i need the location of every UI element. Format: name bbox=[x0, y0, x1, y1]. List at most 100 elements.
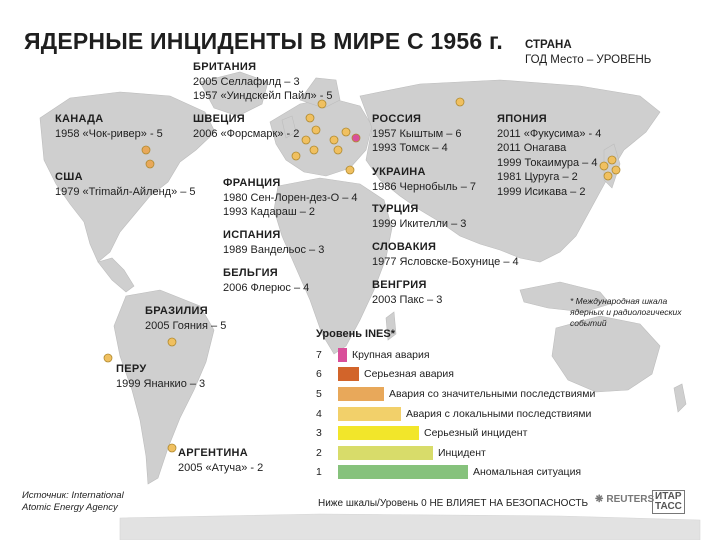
incident-row: 2005 «Атуча» - 2 bbox=[178, 461, 264, 474]
ines-level-label: Авария со значительными последствиями bbox=[389, 387, 596, 400]
ines-level-label: Крупная авария bbox=[352, 348, 430, 361]
incident-row: 1993 Томск – 4 bbox=[372, 142, 448, 154]
tass-bottom: ТАСС bbox=[655, 501, 682, 512]
incident-row: 2006 Флерюс – 4 bbox=[223, 281, 310, 294]
label-britain: БРИТАНИЯ 2005 Селлафилд – 3 1957 «Уиндск… bbox=[193, 60, 333, 104]
key-format: ГОД Место – УРОВЕНЬ bbox=[525, 54, 652, 66]
label-usa: США 1979 «Trimaйл-Айленд» – 5 bbox=[55, 170, 196, 199]
safety-note: Ниже шкалы/Уровень 0 НЕ ВЛИЯЕТ НА БЕЗОПА… bbox=[318, 498, 589, 509]
marker-tsuruga bbox=[599, 161, 609, 171]
marker-chalk-river bbox=[141, 145, 151, 155]
ines-level-bar bbox=[338, 347, 347, 362]
ines-level-label: Авария с локальными последствиями bbox=[406, 407, 592, 420]
label-hungary: ВЕНГРИЯ 2003 Пакс – 3 bbox=[372, 278, 442, 307]
label-slovakia: СЛОВАКИЯ 1977 Ясловске-Бохунице – 4 bbox=[372, 240, 519, 269]
source-line: Источник: International bbox=[22, 490, 124, 501]
incident-row: 1999 Исикава – 2 bbox=[497, 185, 586, 198]
country-name: ШВЕЦИЯ bbox=[193, 113, 245, 125]
ines-level-label: Инцидент bbox=[438, 446, 486, 459]
australia-landmass bbox=[551, 315, 661, 393]
label-peru: ПЕРУ 1999 Янанкио – 3 bbox=[116, 362, 205, 391]
ines-level-number: 6 bbox=[316, 368, 322, 381]
label-japan: ЯПОНИЯ 2011 «Фукусима» - 4 2011 Онагава … bbox=[497, 112, 601, 199]
label-key: СТРАНА ГОД Место – УРОВЕНЬ bbox=[525, 38, 651, 68]
source-credit: Источник: International Atomic Energy Ag… bbox=[22, 490, 124, 514]
ines-level-row: 2 Инцидент bbox=[316, 443, 616, 463]
ines-level-row: 6 Серьезная авария bbox=[316, 365, 616, 385]
label-ukraine: УКРАИНА 1986 Чернобыль – 7 bbox=[372, 165, 476, 194]
country-name: БРИТАНИЯ bbox=[193, 61, 257, 73]
country-name: ПЕРУ bbox=[116, 363, 147, 375]
incident-row: 2006 «Форсмарк» - 2 bbox=[193, 127, 300, 140]
country-name: БРАЗИЛИЯ bbox=[145, 305, 208, 317]
marker-atucha bbox=[167, 443, 177, 453]
label-turkey: ТУРЦИЯ 1999 Икителли – 3 bbox=[372, 202, 466, 231]
incident-row: 1993 Кадараш – 2 bbox=[223, 206, 315, 218]
label-argentina: АРГЕНТИНА 2005 «Атуча» - 2 bbox=[178, 446, 263, 475]
ines-level-bar bbox=[338, 426, 419, 441]
ines-level-number: 1 bbox=[316, 466, 322, 479]
country-name: ИСПАНИЯ bbox=[223, 229, 281, 241]
incident-row: 1980 Сен-Лорен-дез-О – 4 bbox=[223, 191, 358, 204]
incident-row: 1957 «Уиндскейл Пайл» - 5 bbox=[193, 90, 333, 102]
reuters-logo: ❋ REUTERS bbox=[595, 494, 654, 505]
incident-row: 1999 Токаимура – 4 bbox=[497, 156, 598, 169]
marker-tokaimura bbox=[603, 171, 613, 181]
country-name: ВЕНГРИЯ bbox=[372, 279, 427, 291]
source-line: Atomic Energy Agency bbox=[22, 502, 118, 513]
central-america-landmass bbox=[97, 257, 135, 293]
indonesia-landmass bbox=[519, 281, 611, 313]
ines-level-row: 3 Серьезный инцидент bbox=[316, 423, 616, 443]
ines-level-row: 7 Крупная авария bbox=[316, 345, 616, 365]
incident-row: 2005 Гояния – 5 bbox=[145, 319, 227, 332]
marker-france bbox=[301, 135, 311, 145]
north-america-landmass bbox=[39, 91, 216, 263]
ines-level-row: 4 Авария с локальными последствиями bbox=[316, 404, 616, 424]
incident-row: 2011 Онагава bbox=[497, 142, 567, 154]
antarctica-landmass bbox=[119, 513, 701, 540]
country-name: УКРАИНА bbox=[372, 166, 426, 178]
label-france: ФРАНЦИЯ 1980 Сен-Лорен-дез-О – 4 1993 Ка… bbox=[223, 176, 358, 220]
marker-forsmark bbox=[317, 99, 327, 109]
marker-tomsk bbox=[455, 97, 465, 107]
incident-row: 1957 Кыштым – 6 bbox=[372, 127, 462, 140]
country-name: БЕЛЬГИЯ bbox=[223, 267, 279, 279]
ines-level-bar bbox=[338, 367, 359, 382]
country-name: ТУРЦИЯ bbox=[372, 203, 419, 215]
label-russia: РОССИЯ 1957 Кыштым – 6 1993 Томск – 4 bbox=[372, 112, 462, 156]
country-name: США bbox=[55, 171, 83, 183]
ines-levels: 7 Крупная авария 6 Серьезная авария 5 Авария … bbox=[316, 345, 616, 482]
ines-level-bar bbox=[338, 386, 384, 401]
page-title: ЯДЕРНЫЕ ИНЦИДЕНТЫ В МИРЕ С 1956 г. bbox=[24, 28, 504, 54]
country-name: ФРАНЦИЯ bbox=[223, 177, 281, 189]
marker-peru bbox=[103, 353, 113, 363]
ines-level-bar bbox=[338, 445, 433, 460]
country-name: АРГЕНТИНА bbox=[178, 447, 249, 459]
incident-row: 1977 Ясловске-Бохунице – 4 bbox=[372, 255, 519, 268]
footnote: * Международная шкала ядерных и радиолог… bbox=[570, 296, 682, 328]
south-america-landmass bbox=[113, 289, 215, 485]
marker-slovakia bbox=[329, 135, 339, 145]
madagascar-landmass bbox=[385, 311, 397, 341]
ines-title: Уровень INES* bbox=[316, 328, 396, 340]
ines-level-number: 7 bbox=[316, 348, 322, 361]
ines-level-number: 4 bbox=[316, 407, 322, 420]
label-brazil: БРАЗИЛИЯ 2005 Гояния – 5 bbox=[145, 304, 226, 333]
marker-hungary bbox=[333, 145, 343, 155]
ines-level-number: 2 bbox=[316, 446, 322, 459]
ines-level-label: Серьезная авария bbox=[364, 368, 454, 381]
country-name: ЯПОНИЯ bbox=[497, 113, 547, 125]
incident-row: 1999 Янанкио – 3 bbox=[116, 377, 206, 390]
marker-tmi bbox=[145, 159, 155, 169]
ines-level-bar bbox=[338, 406, 401, 421]
marker-cadarache bbox=[309, 145, 319, 155]
ines-scale: Уровень INES* 7 Крупная авария 6 Серьезная … bbox=[316, 328, 616, 482]
marker-windscale bbox=[305, 113, 315, 123]
reuters-text: REUTERS bbox=[606, 494, 655, 505]
greenland-landmass bbox=[199, 71, 269, 117]
key-country: СТРАНА bbox=[525, 39, 572, 51]
marker-turkey bbox=[345, 165, 355, 175]
country-name: КАНАДА bbox=[55, 113, 104, 125]
